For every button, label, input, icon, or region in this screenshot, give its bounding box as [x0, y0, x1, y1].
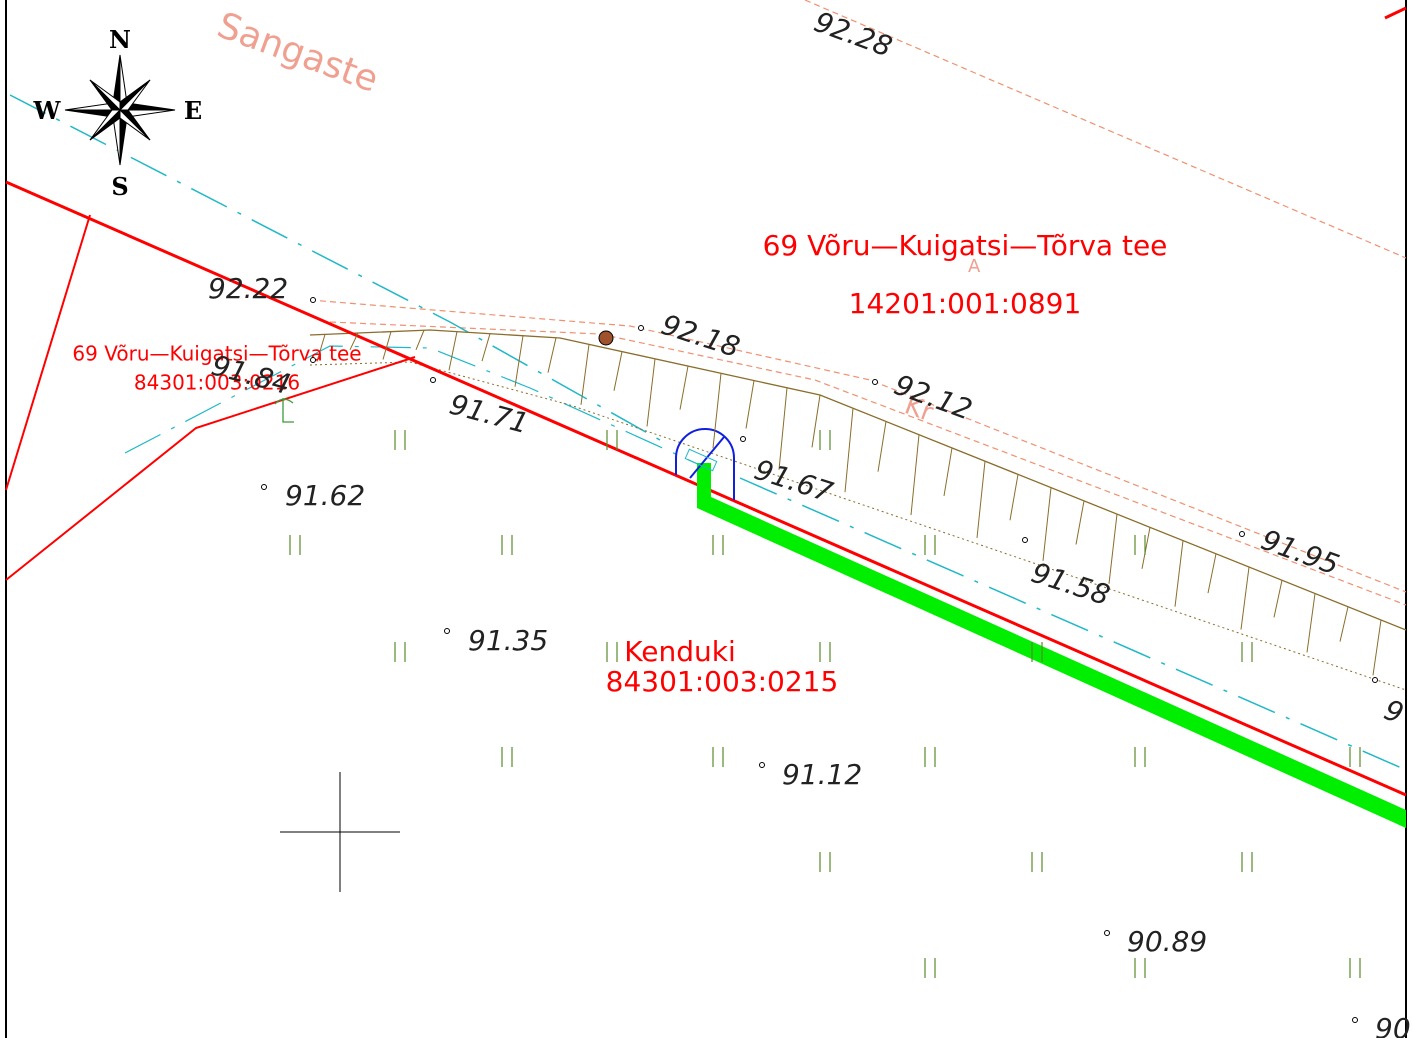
map: N S E W Sangaste Kr A 69 Võru—Kuigatsi—T… — [0, 0, 1413, 1038]
spot-height-point — [311, 298, 316, 303]
property-name: Kenduki — [624, 635, 735, 668]
road-name: 69 Võru—Kuigatsi—Tõrva tee — [763, 229, 1168, 262]
spot-height-point — [741, 437, 746, 442]
property-parcel: 84301:003:0215 — [606, 665, 839, 698]
spot-height: 90.89 — [1127, 925, 1207, 958]
spot-height-point — [1240, 532, 1245, 537]
compass-e: E — [184, 96, 202, 125]
spot-height-point — [639, 326, 644, 331]
spot-height: 91.62 — [285, 479, 365, 512]
spot-height: 91.35 — [468, 624, 548, 657]
spot-height-point — [1353, 1018, 1358, 1023]
compass-n: N — [109, 25, 131, 54]
spot-height-point — [431, 378, 436, 383]
compass-w: W — [33, 96, 62, 125]
road-parcel: 14201:001:0891 — [849, 287, 1082, 320]
spot-height: 90 — [1375, 1012, 1411, 1038]
spot-height-point — [311, 358, 316, 363]
spot-height-point — [760, 763, 765, 768]
spot-height-point — [1373, 678, 1378, 683]
spot-height: 91.12 — [782, 758, 862, 791]
spot-height-point — [1105, 931, 1110, 936]
spot-height-point — [873, 380, 878, 385]
frame — [6, 0, 1406, 1038]
well-symbol — [599, 331, 613, 345]
compass-s: S — [111, 172, 128, 201]
spot-height: 92.22 — [208, 272, 288, 305]
spot-height-point — [445, 629, 450, 634]
spot-height-point — [1023, 538, 1028, 543]
spot-height-point — [262, 485, 267, 490]
